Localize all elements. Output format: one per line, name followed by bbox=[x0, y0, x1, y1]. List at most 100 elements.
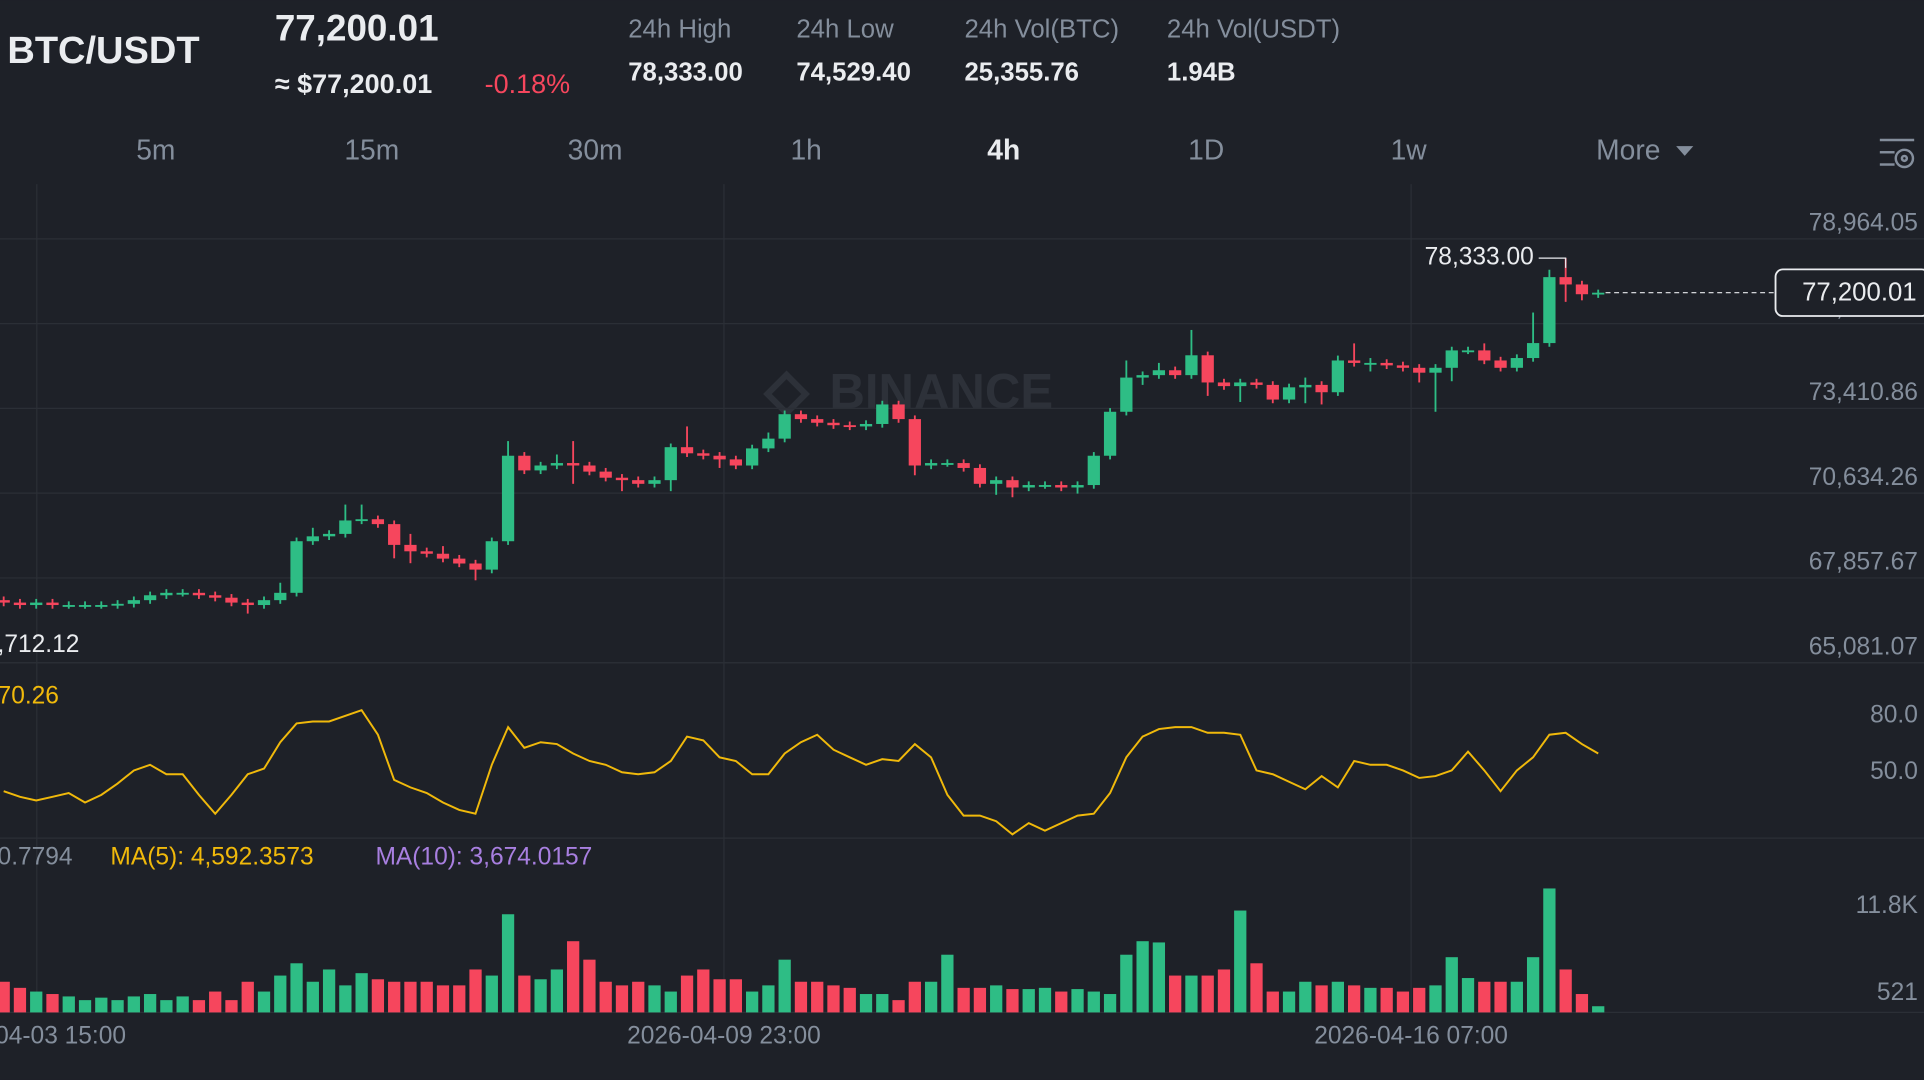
candle-body bbox=[550, 463, 564, 466]
candle-body bbox=[1543, 277, 1556, 344]
interval-tab[interactable]: 4h bbox=[987, 134, 1020, 166]
candle-body bbox=[290, 541, 303, 593]
volume-bar bbox=[225, 1000, 238, 1013]
volume-bar bbox=[1413, 987, 1426, 1013]
candle-body bbox=[355, 519, 368, 522]
candle-body bbox=[664, 447, 677, 481]
candle-body bbox=[95, 605, 108, 607]
interval-tab[interactable]: 1w bbox=[1391, 134, 1428, 166]
volume-bar bbox=[257, 991, 271, 1013]
candle-body bbox=[1364, 362, 1377, 365]
volume-bar bbox=[78, 1000, 92, 1013]
volume-bar bbox=[518, 975, 531, 1013]
volume-bar bbox=[501, 914, 515, 1013]
candle-body bbox=[729, 459, 742, 466]
y-tick-label: 67,857.67 bbox=[1809, 549, 1918, 576]
candle-body bbox=[1315, 384, 1328, 393]
candle-body bbox=[859, 423, 873, 427]
y-tick-label: 521 bbox=[1877, 979, 1918, 1006]
candle-body bbox=[62, 605, 75, 607]
candle-body bbox=[176, 592, 189, 595]
volume-bar bbox=[811, 981, 824, 1013]
candle-body bbox=[78, 605, 92, 607]
watermark: BINANCE bbox=[763, 365, 1053, 419]
interval-tab[interactable]: More bbox=[1596, 134, 1660, 166]
volume-bar bbox=[290, 963, 303, 1013]
volume-bar bbox=[1234, 910, 1247, 1013]
candle-body bbox=[192, 592, 206, 596]
volume-bar bbox=[745, 991, 759, 1013]
volume-bar bbox=[1250, 963, 1263, 1013]
candle-body bbox=[973, 467, 987, 484]
interval-tab[interactable]: 1h bbox=[790, 134, 821, 166]
candle-body bbox=[1348, 360, 1361, 363]
volume-legend: MA(10): 3,674.0157 bbox=[375, 843, 592, 870]
volume-bar bbox=[1185, 975, 1198, 1013]
candle-body bbox=[388, 524, 401, 545]
settings-icon[interactable] bbox=[1879, 138, 1915, 169]
stat-value: 25,355.76 bbox=[964, 59, 1079, 87]
candle-body bbox=[1087, 455, 1100, 486]
last-price-label: 77,200.01 bbox=[1802, 279, 1917, 307]
stat-label: 24h Vol(BTC) bbox=[964, 16, 1119, 44]
volume-bar bbox=[827, 985, 840, 1013]
volume-bar bbox=[355, 973, 368, 1013]
stat-value: 78,333.00 bbox=[628, 59, 743, 87]
candle-body bbox=[46, 602, 59, 606]
candle-body bbox=[111, 603, 124, 606]
candle-body bbox=[762, 438, 775, 449]
candle-body bbox=[1022, 485, 1035, 488]
volume-bar bbox=[729, 979, 742, 1013]
candle-body bbox=[1526, 343, 1540, 359]
candle-body bbox=[225, 597, 238, 603]
volume-bar bbox=[941, 954, 954, 1013]
candle-body bbox=[143, 595, 157, 601]
candle-body bbox=[436, 553, 450, 559]
y-tick-label: 65,081.07 bbox=[1809, 633, 1918, 660]
interval-tab[interactable]: 1D bbox=[1188, 134, 1224, 166]
volume-bar bbox=[534, 979, 547, 1013]
candle-body bbox=[1038, 485, 1052, 487]
candle-body bbox=[1201, 355, 1214, 383]
candle-body bbox=[794, 414, 808, 420]
symbol[interactable]: BTC/USDT bbox=[7, 30, 199, 72]
volume-bar bbox=[1038, 987, 1052, 1013]
candle-body bbox=[209, 595, 222, 598]
candle-body bbox=[1510, 358, 1523, 368]
volume-bar bbox=[697, 969, 710, 1013]
candle-body bbox=[632, 480, 645, 484]
x-tick-label: 2026-04-16 07:00 bbox=[1314, 1022, 1508, 1049]
candle-body bbox=[713, 455, 726, 460]
volume-bar bbox=[1478, 981, 1491, 1013]
interval-tab[interactable]: 15m bbox=[344, 134, 399, 166]
volume-bar bbox=[664, 991, 677, 1013]
candle-body bbox=[1103, 411, 1117, 456]
volume-bar bbox=[1461, 978, 1475, 1013]
candle-body bbox=[0, 600, 10, 603]
volume-bar bbox=[908, 981, 921, 1013]
interval-tab[interactable]: 5m bbox=[136, 134, 175, 166]
last-price-box bbox=[1774, 268, 1924, 317]
volume-bar bbox=[0, 981, 10, 1013]
candle-body bbox=[1478, 350, 1491, 361]
volume-bar bbox=[762, 985, 775, 1013]
y-tick-label: 11.8K bbox=[1856, 892, 1919, 919]
watermark-text: BINANCE bbox=[829, 365, 1053, 419]
candle-body bbox=[1006, 480, 1019, 488]
volume-bar bbox=[1396, 991, 1410, 1013]
candle-body bbox=[1217, 382, 1231, 387]
volume-bar bbox=[957, 987, 970, 1013]
candle-body bbox=[1185, 355, 1198, 376]
interval-tab[interactable]: 30m bbox=[568, 134, 623, 166]
volume-bar bbox=[1315, 985, 1328, 1013]
volume-bar bbox=[1120, 954, 1133, 1013]
candle-body bbox=[534, 465, 547, 471]
candle-body bbox=[404, 544, 417, 552]
volume-bar bbox=[404, 981, 417, 1013]
volume-bar bbox=[713, 979, 726, 1013]
volume-bar bbox=[778, 959, 791, 1013]
volume-legend: 0.7794 bbox=[0, 843, 73, 870]
high-label: 78,333.00 bbox=[1425, 244, 1534, 271]
volume-bar bbox=[13, 987, 27, 1013]
